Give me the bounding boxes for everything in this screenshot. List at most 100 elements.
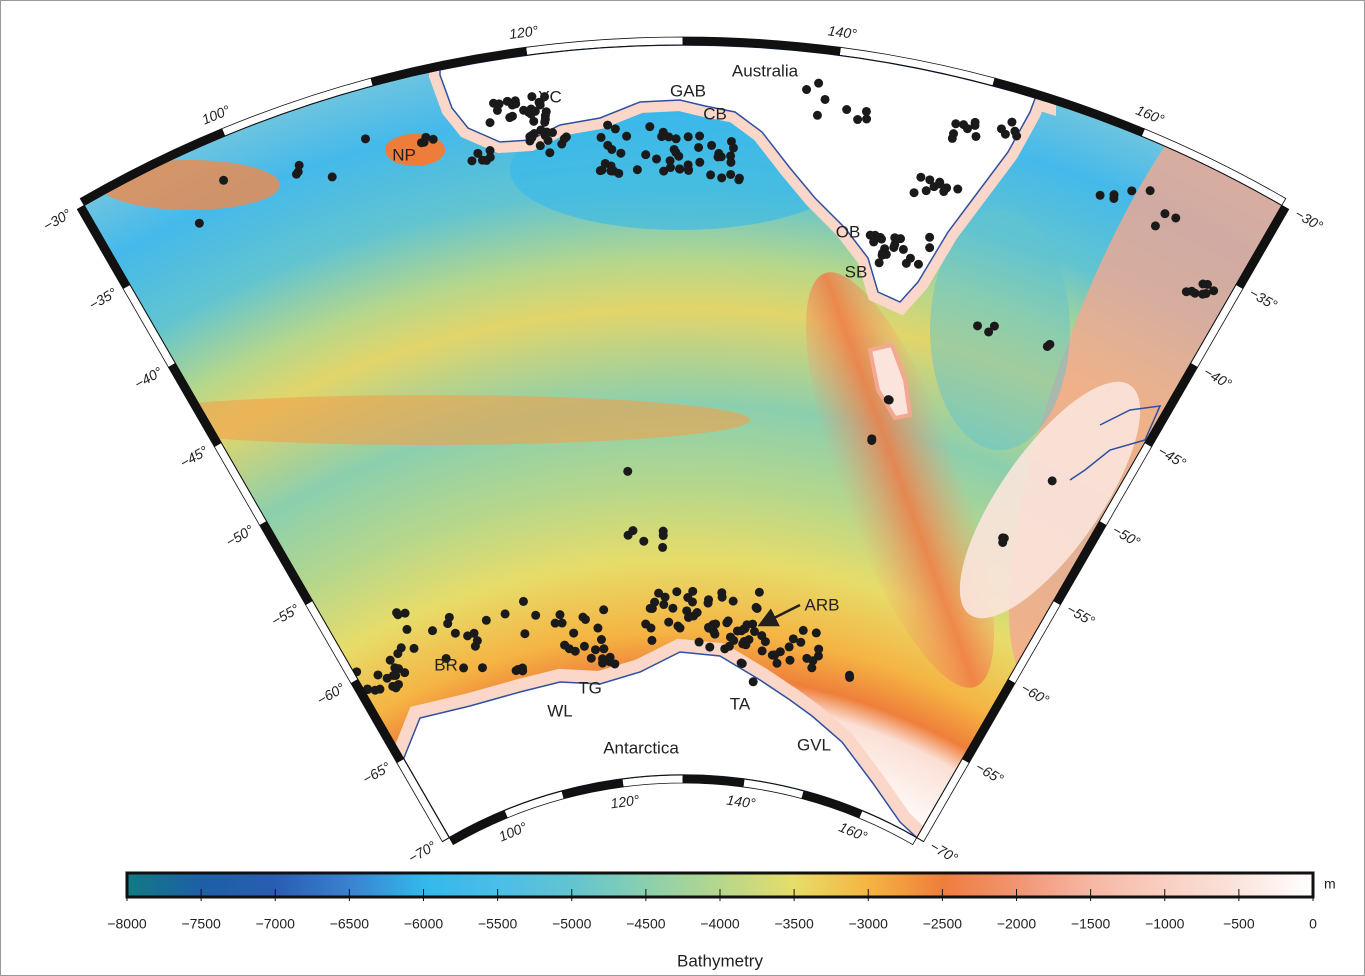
color-band [942,873,1017,897]
site [531,611,540,620]
site [558,619,567,628]
site [599,644,608,653]
site [361,134,370,143]
site [580,642,589,651]
site [611,124,620,133]
site [695,132,704,141]
site [482,616,491,625]
colorbar-tick-label: −2000 [997,916,1037,932]
site [1160,209,1169,218]
site [616,149,625,158]
site [796,638,805,647]
site [659,600,668,609]
site [705,643,714,652]
site [593,624,602,633]
site [959,120,968,129]
site [393,649,402,658]
site [939,187,948,196]
site [664,132,673,141]
site [758,646,767,655]
site [410,644,419,653]
site [729,143,738,152]
site [802,85,811,94]
colorbar-tick-label: −5500 [478,916,518,932]
site [641,620,650,629]
place-label: ARB [805,595,840,614]
site [973,321,982,330]
site [750,627,759,636]
site [785,656,794,665]
site [726,170,735,179]
site [659,531,668,540]
colorbar-tick-label: 0 [1309,916,1317,932]
site [601,159,610,168]
site [478,156,487,165]
color-band [1017,873,1092,897]
place-label: SB [845,262,868,281]
site [1187,287,1196,296]
colorbar-tick-label: −3500 [774,916,814,932]
site [1151,221,1160,230]
colorbar-tick-label: −500 [1223,916,1255,932]
site [684,132,693,141]
site [689,611,698,620]
colorbar-title: Bathymetry [677,951,763,970]
place-label: WL [547,701,573,720]
site [951,119,960,128]
site [867,434,876,443]
site [675,165,684,174]
site [707,141,716,150]
colorbar-tick-label: −6500 [330,916,370,932]
site [842,105,851,114]
site [890,233,899,242]
place-label: TG [578,678,602,697]
site [587,654,596,663]
site [478,663,487,672]
site [1146,186,1155,195]
place-label: NP [392,145,416,164]
site [724,616,733,625]
site [652,154,661,163]
site [998,533,1007,542]
site [688,587,697,596]
site [704,623,713,632]
color-band [868,873,943,897]
site [739,625,748,634]
site [591,645,600,654]
colorbar-tick-label: −4000 [700,916,740,932]
site [519,106,528,115]
site [654,589,663,598]
site [706,170,715,179]
site [899,245,908,254]
site [445,613,454,622]
site [866,231,875,240]
site [755,588,764,597]
colorbar-tick-label: −1000 [1145,916,1185,932]
site [628,526,637,535]
color-band [1165,873,1240,897]
site [813,111,822,120]
site [545,148,554,157]
site [540,118,549,127]
place-label: GAB [670,81,706,100]
site [882,250,891,259]
site [876,233,885,242]
site [417,138,426,147]
site [744,635,753,644]
site [853,115,862,124]
site [562,132,571,141]
site [597,635,606,644]
site [997,124,1006,133]
site [471,642,480,651]
site [529,117,538,126]
site [664,618,673,627]
place-label: YC [538,87,562,106]
site [684,160,693,169]
site [451,629,460,638]
color-band [572,873,647,897]
color-band [1239,873,1314,897]
site [1043,342,1052,351]
site [845,671,854,680]
site [1048,476,1057,485]
site [536,141,545,150]
